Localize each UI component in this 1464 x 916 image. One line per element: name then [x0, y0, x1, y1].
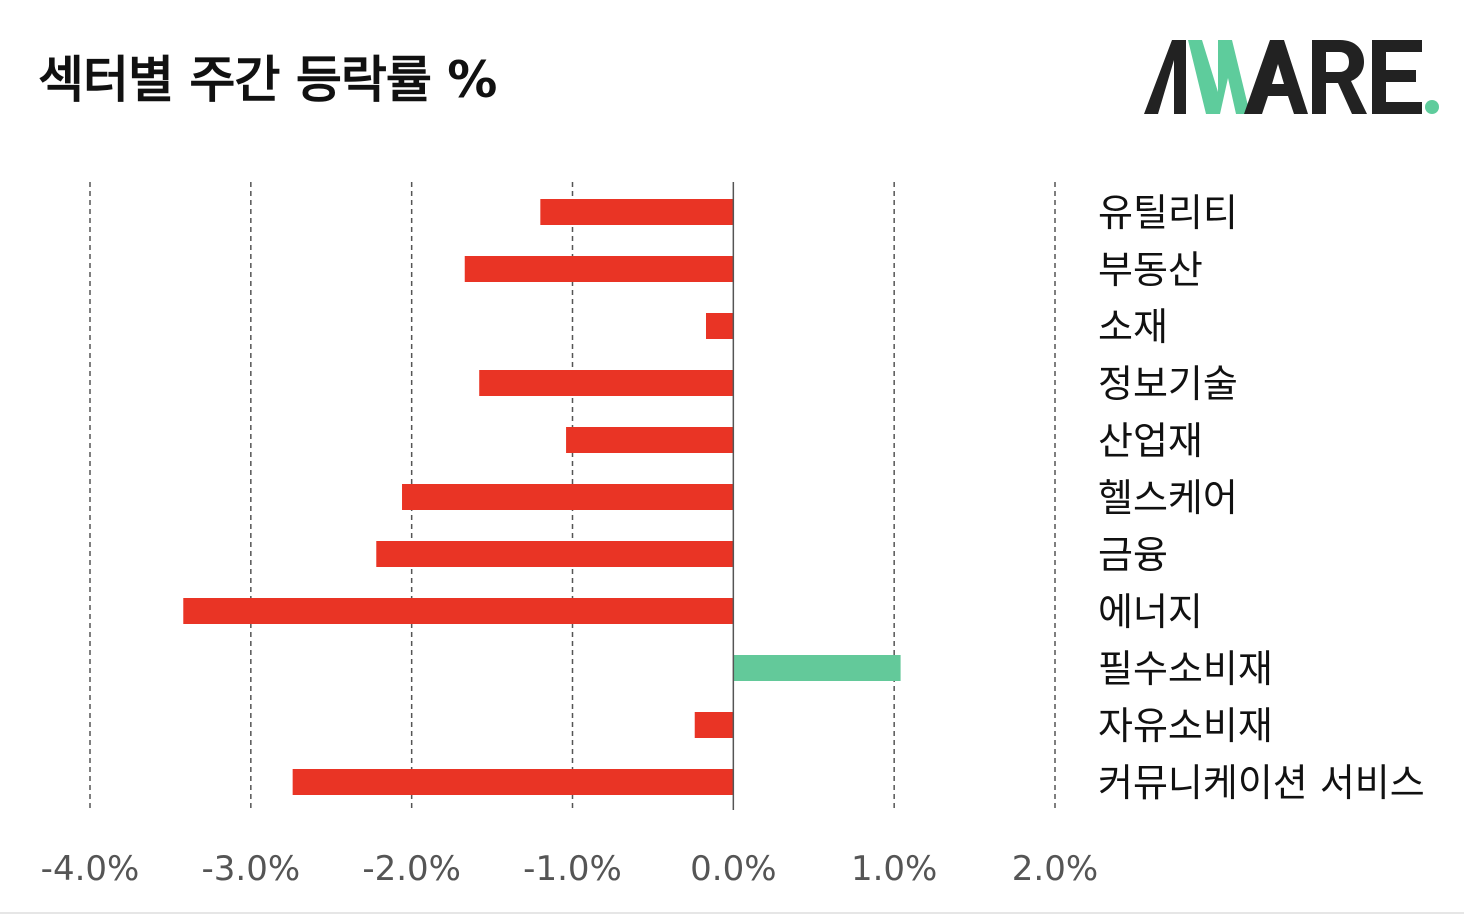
category-label: 자유소비재: [1098, 704, 1273, 748]
x-tick-label: -3.0%: [202, 849, 301, 889]
bar-negative: [376, 541, 734, 567]
category-label: 필수소비재: [1098, 647, 1273, 691]
category-label: 금융: [1098, 533, 1168, 577]
category-label: 산업재: [1098, 419, 1203, 463]
bar-negative: [479, 370, 734, 396]
bar-negative: [402, 484, 734, 510]
category-label: 소재: [1098, 305, 1168, 349]
bars: [183, 199, 901, 795]
category-label: 정보기술: [1098, 362, 1238, 406]
bar-negative: [183, 598, 734, 624]
x-tick-label: 2.0%: [1012, 849, 1098, 889]
footer-divider: [0, 912, 1464, 914]
category-label: 에너지: [1098, 590, 1203, 634]
bar-negative: [694, 712, 734, 738]
x-tick-label: -2.0%: [362, 849, 461, 889]
category-label: 커뮤니케이션 서비스: [1098, 761, 1425, 805]
category-label: 유틸리티: [1098, 191, 1238, 235]
bar-negative: [540, 199, 734, 225]
bar-negative: [464, 256, 734, 282]
x-tick-label: 1.0%: [851, 849, 937, 889]
category-label: 부동산: [1098, 248, 1203, 292]
bar-negative: [566, 427, 734, 453]
x-tick-label: -4.0%: [41, 849, 140, 889]
bar-positive: [733, 655, 901, 681]
category-labels: 유틸리티부동산소재정보기술산업재헬스케어금융에너지필수소비재자유소비재커뮤니케이…: [1098, 191, 1425, 805]
aware-logo: [1140, 34, 1440, 120]
x-tick-label: 0.0%: [690, 849, 776, 889]
category-label: 헬스케어: [1098, 476, 1238, 520]
chart-title: 섹터별 주간 등락률 %: [38, 51, 497, 109]
x-tick-label: -1.0%: [523, 849, 622, 889]
grid-lines: [89, 182, 1056, 810]
x-tick-labels: -4.0% -3.0% -2.0% -1.0% 0.0% 1.0% 2.0%: [41, 849, 1099, 889]
bar-negative: [292, 769, 734, 795]
bar-negative: [705, 313, 734, 339]
